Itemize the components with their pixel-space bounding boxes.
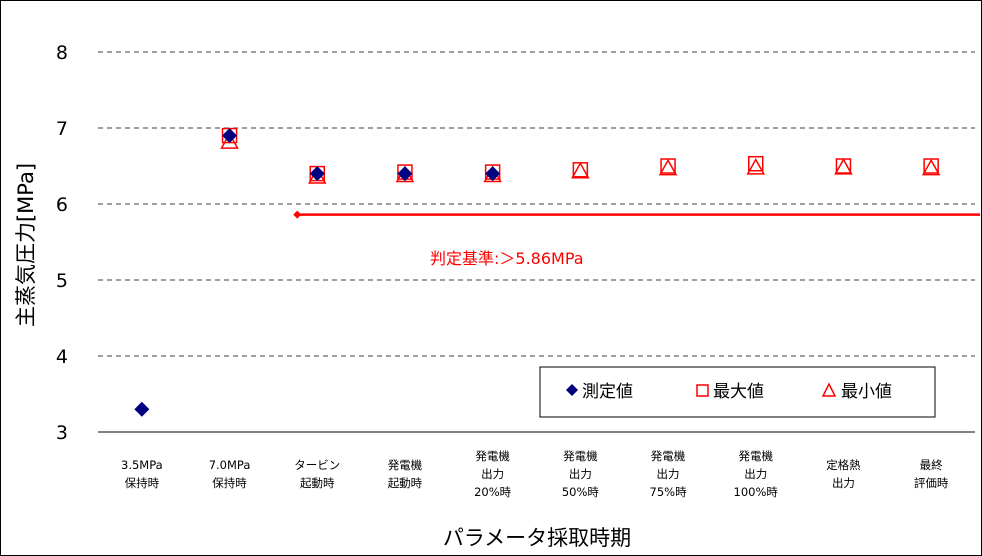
y-tick-label: 4 bbox=[56, 346, 68, 368]
x-tick-label-line: 7.0MPa bbox=[209, 458, 251, 472]
x-tick-label-line: 発電機 bbox=[739, 449, 774, 463]
data-point-measured bbox=[134, 401, 150, 417]
data-point-measured bbox=[309, 166, 325, 182]
y-tick-labels: 3 4 5 6 7 8 bbox=[56, 42, 68, 444]
data-point-min bbox=[658, 158, 678, 176]
x-tick-label-line: 発電機 bbox=[388, 458, 423, 472]
data-point-measured bbox=[222, 128, 238, 144]
data-point-max bbox=[660, 158, 676, 174]
x-tick-label-line: 出力 bbox=[569, 467, 592, 481]
legend-label-measured: 測定値 bbox=[582, 382, 633, 402]
data-point-min bbox=[571, 161, 590, 179]
x-axis-title: パラメータ採取時期 bbox=[443, 526, 631, 550]
x-tick-label-line: 発電機 bbox=[563, 449, 598, 463]
data-markers bbox=[134, 127, 941, 417]
x-tick-label-line: 発電機 bbox=[651, 449, 686, 463]
x-tick-label-line: 出力 bbox=[744, 467, 767, 481]
x-tick-label-line: 保持時 bbox=[212, 476, 247, 490]
reference-line-group: 判定基準:＞5.86MPa bbox=[293, 210, 980, 268]
y-tick-label: 8 bbox=[56, 42, 68, 64]
x-tick-label-line: 定格熱 bbox=[826, 458, 861, 472]
y-axis-title: 主蒸気圧力[MPa] bbox=[14, 163, 38, 327]
legend-label-min: 最小値 bbox=[841, 382, 892, 402]
x-tick-label-line: 出力 bbox=[481, 467, 504, 481]
x-tick-label-line: 出力 bbox=[832, 476, 855, 490]
y-tick-label: 3 bbox=[56, 422, 68, 444]
x-tick-label-line: 保持時 bbox=[125, 476, 160, 490]
data-point-min bbox=[834, 157, 853, 175]
x-tick-labels: 3.5MPa保持時7.0MPa保持時タービン起動時発電機起動時発電機出力20%時… bbox=[121, 449, 949, 499]
legend-label-max: 最大値 bbox=[713, 382, 764, 402]
data-point-max bbox=[923, 158, 939, 174]
x-tick-label-line: 20%時 bbox=[474, 485, 512, 499]
x-tick-label-line: 発電機 bbox=[475, 449, 510, 463]
x-tick-label: 7.0MPa 保持時 bbox=[209, 458, 251, 490]
x-tick-label-line: 出力 bbox=[657, 467, 680, 481]
x-tick-label-line: 評価時 bbox=[914, 476, 949, 490]
data-point-max bbox=[748, 155, 764, 172]
data-point-max bbox=[835, 158, 852, 174]
legend-box bbox=[539, 366, 936, 418]
x-tick-label-line: 100%時 bbox=[734, 485, 779, 499]
reference-label: 判定基準:＞5.86MPa bbox=[430, 249, 584, 268]
data-point-min bbox=[746, 157, 766, 175]
x-tick-label: 3.5MPa 保持時 bbox=[121, 458, 163, 490]
legend-diamond-icon bbox=[566, 384, 578, 396]
x-tick-label-line: 75%時 bbox=[650, 485, 688, 499]
x-tick-label-line: 起動時 bbox=[300, 476, 335, 490]
y-tick-label: 7 bbox=[56, 118, 68, 140]
legend-square-icon bbox=[696, 384, 709, 397]
data-point-measured bbox=[485, 166, 501, 182]
y-tick-label: 6 bbox=[56, 194, 68, 216]
x-tick-label-line: 起動時 bbox=[388, 476, 423, 490]
legend-triangle-icon bbox=[821, 382, 837, 397]
x-tick-label-line: タービン bbox=[294, 458, 340, 472]
data-point-min bbox=[220, 132, 239, 149]
gridlines bbox=[98, 51, 975, 433]
data-point-max bbox=[572, 162, 589, 178]
x-tick-label-line: 50%時 bbox=[562, 485, 600, 499]
legend: 測定値 最大値 最小値 bbox=[539, 366, 936, 418]
y-tick-label: 5 bbox=[56, 270, 68, 292]
x-tick-label-line: 最終 bbox=[920, 458, 943, 472]
data-point-measured bbox=[397, 166, 413, 182]
reference-start-marker bbox=[293, 210, 302, 219]
data-point-min bbox=[921, 158, 941, 176]
x-tick-label-line: 3.5MPa bbox=[121, 458, 163, 472]
